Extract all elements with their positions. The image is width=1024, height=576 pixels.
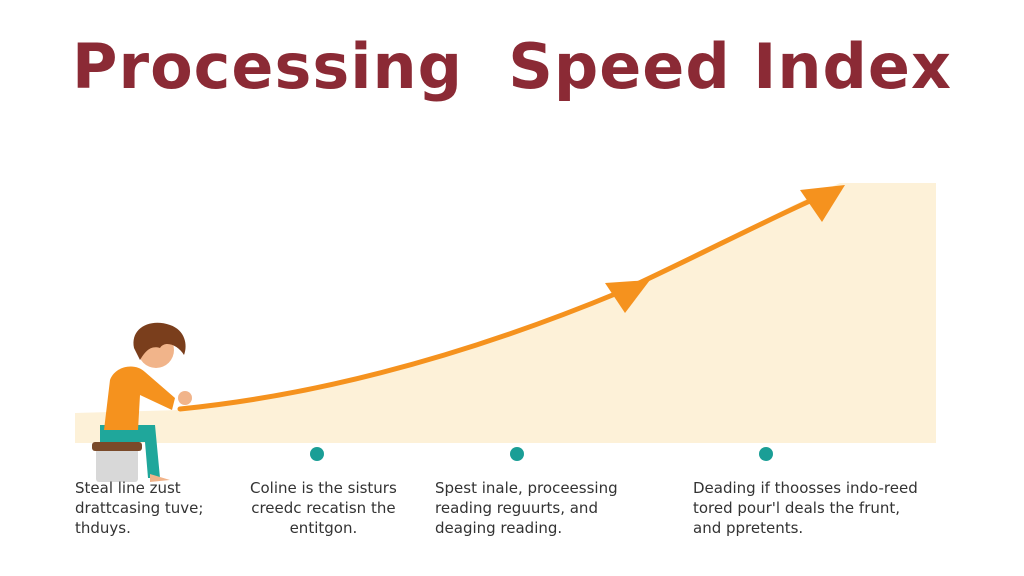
caption-1: Steal line zust drattcasing tuve; thduys…: [75, 479, 204, 537]
child-figure: [92, 322, 192, 482]
milestone-dot: [310, 447, 324, 461]
area-fill: [75, 183, 936, 443]
caption-2: Coline is the sisturs creedc recatisn th…: [250, 479, 397, 537]
page-title: Processing Speed Index: [72, 30, 952, 103]
caption-4: Deading if thoosses indo-reed tored pour…: [693, 479, 918, 537]
milestone-dot: [510, 447, 524, 461]
milestone-dot: [759, 447, 773, 461]
arrowhead-icon: [800, 185, 845, 222]
caption-3: Spest inale, proceessing reading reguurt…: [435, 479, 618, 537]
growth-curve: [177, 189, 833, 412]
arrowhead-icon: [605, 280, 650, 313]
